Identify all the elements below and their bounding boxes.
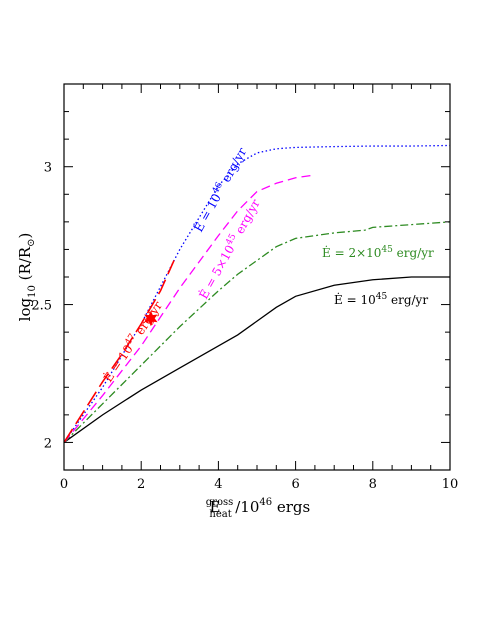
y-axis-title-rest: (R/R <box>16 246 34 285</box>
x-tick-label: 0 <box>60 477 68 492</box>
series-line-4 <box>63 260 175 443</box>
y-axis-title-sun: ⊙ <box>26 239 37 247</box>
x-tick-label: 6 <box>291 477 299 492</box>
series-label-1e45: Ė = 1045 erg/yr <box>334 292 428 307</box>
y-tick-label: 3 <box>44 161 52 176</box>
series-line-2 <box>63 174 315 443</box>
x-tick-label: 10 <box>442 477 459 492</box>
x-tick-label: 4 <box>214 477 222 492</box>
y-tick-label: 2 <box>44 436 52 451</box>
series-line-0 <box>63 276 450 443</box>
series-label-2e45: Ė = 2×1045 erg/yr <box>322 245 434 260</box>
y-axis-title-sub: 10 <box>27 285 38 298</box>
x-axis-title-main: E <box>209 498 220 516</box>
marker-star <box>144 310 158 327</box>
x-axis-title-exp: 46 <box>259 497 272 508</box>
x-axis-title-unit: ergs <box>272 498 310 516</box>
x-tick-label: 2 <box>137 477 145 492</box>
x-axis-title-sup: gross <box>206 497 233 508</box>
y-tick-label: 2.5 <box>31 299 52 314</box>
y-axis-title-close: ) <box>16 233 34 239</box>
x-tick-label: 8 <box>369 477 377 492</box>
x-axis-title: Eheatgross/1046 ergs <box>206 497 310 520</box>
series-line-1 <box>63 221 451 443</box>
y-axis-title-main: log <box>16 298 34 322</box>
axes: 0 2 4 6 8 10 2 2.5 3 <box>31 83 459 492</box>
plot-area <box>63 144 451 443</box>
x-axis-title-rest: /10 <box>235 498 259 516</box>
plot-frame <box>63 83 451 471</box>
x-axis-title-sub: heat <box>209 509 231 520</box>
y-axis-title: log10 (R/R⊙) <box>16 233 38 322</box>
series-label-1e47: Ė = 1047 erg/yr <box>100 298 165 385</box>
